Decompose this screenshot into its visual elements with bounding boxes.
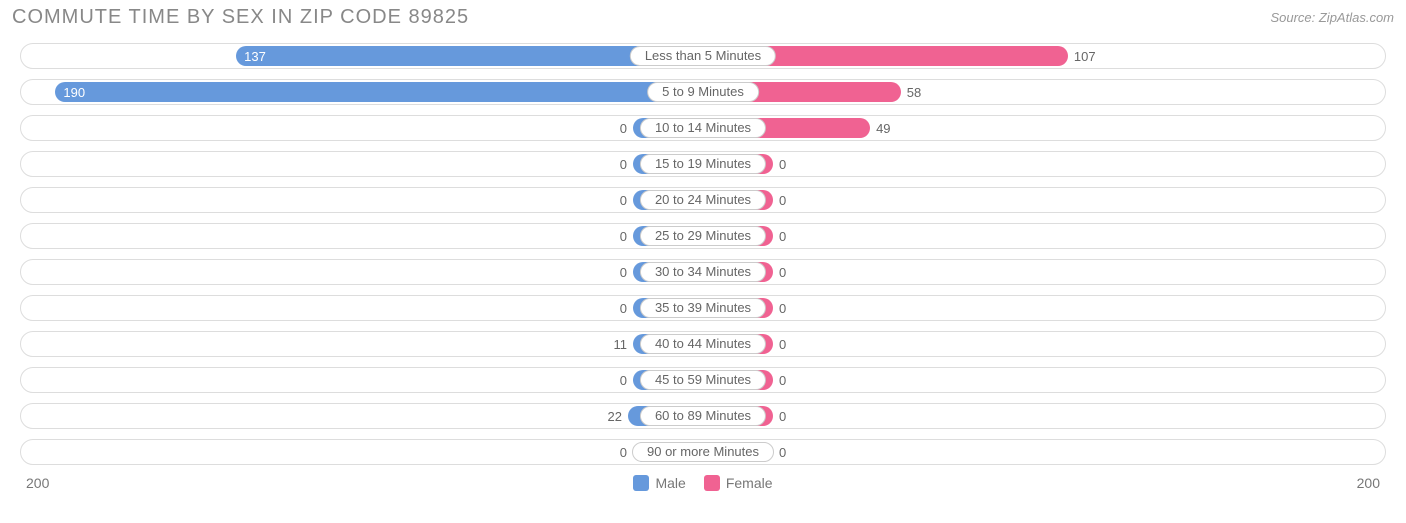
category-label: 40 to 44 Minutes: [640, 334, 766, 354]
category-label: 35 to 39 Minutes: [640, 298, 766, 318]
value-male: 0: [620, 224, 627, 250]
value-female: 0: [779, 188, 786, 214]
value-female: 0: [779, 368, 786, 394]
chart-row: 5 to 9 Minutes 190 58: [20, 79, 1386, 105]
legend-label: Female: [726, 475, 773, 491]
value-female: 0: [779, 224, 786, 250]
female-swatch-icon: [704, 475, 720, 491]
chart-row: 45 to 59 Minutes 0 0: [20, 367, 1386, 393]
axis-left-max: 200: [26, 475, 49, 491]
legend: Male Female: [633, 475, 772, 491]
chart-row: 20 to 24 Minutes 0 0: [20, 187, 1386, 213]
value-female: 0: [779, 260, 786, 286]
category-label: 90 or more Minutes: [632, 442, 774, 462]
category-label: 60 to 89 Minutes: [640, 406, 766, 426]
chart-row: 40 to 44 Minutes 11 0: [20, 331, 1386, 357]
value-female: 49: [876, 116, 890, 142]
value-female: 0: [779, 332, 786, 358]
chart-row: 35 to 39 Minutes 0 0: [20, 295, 1386, 321]
category-label: 30 to 34 Minutes: [640, 262, 766, 282]
value-male: 0: [620, 188, 627, 214]
chart-row: 25 to 29 Minutes 0 0: [20, 223, 1386, 249]
header: COMMUTE TIME BY SEX IN ZIP CODE 89825 So…: [12, 6, 1394, 29]
value-female: 0: [779, 296, 786, 322]
chart-row: 90 or more Minutes0 0: [20, 439, 1386, 465]
value-male: 0: [620, 152, 627, 178]
category-label: 20 to 24 Minutes: [640, 190, 766, 210]
chart-row: 15 to 19 Minutes 0 0: [20, 151, 1386, 177]
value-female: 0: [779, 440, 786, 466]
value-male: 0: [620, 296, 627, 322]
chart-container: COMMUTE TIME BY SEX IN ZIP CODE 89825 So…: [0, 0, 1406, 523]
chart-title: COMMUTE TIME BY SEX IN ZIP CODE 89825: [12, 6, 469, 29]
value-male: 0: [620, 368, 627, 394]
value-female: 0: [779, 404, 786, 430]
value-female: 0: [779, 152, 786, 178]
value-male: 137: [244, 44, 266, 70]
value-female: 58: [907, 80, 921, 106]
category-label: 15 to 19 Minutes: [640, 154, 766, 174]
bar-male: [55, 82, 703, 102]
value-male: 0: [620, 116, 627, 142]
male-swatch-icon: [633, 475, 649, 491]
chart-row: Less than 5 Minutes 137 107: [20, 43, 1386, 69]
chart-row: 10 to 14 Minutes 0 49: [20, 115, 1386, 141]
legend-item-male: Male: [633, 475, 685, 491]
legend-label: Male: [655, 475, 685, 491]
value-male: 0: [620, 440, 627, 466]
chart-row: 30 to 34 Minutes 0 0: [20, 259, 1386, 285]
value-male: 22: [608, 404, 622, 430]
value-male: 190: [63, 80, 85, 106]
category-label: 10 to 14 Minutes: [640, 118, 766, 138]
value-male: 11: [614, 332, 628, 358]
value-female: 107: [1074, 44, 1096, 70]
chart-footer: 200 Male Female 200: [12, 475, 1394, 491]
chart-row: 60 to 89 Minutes 22 0: [20, 403, 1386, 429]
category-label: 25 to 29 Minutes: [640, 226, 766, 246]
axis-right-max: 200: [1357, 475, 1380, 491]
chart-rows: Less than 5 Minutes 137 107 5 to 9 Minutes 1…: [12, 43, 1394, 465]
category-label: 5 to 9 Minutes: [647, 82, 759, 102]
chart-source: Source: ZipAtlas.com: [1270, 6, 1394, 25]
value-male: 0: [620, 260, 627, 286]
legend-item-female: Female: [704, 475, 773, 491]
category-label: 45 to 59 Minutes: [640, 370, 766, 390]
category-label: Less than 5 Minutes: [630, 46, 776, 66]
